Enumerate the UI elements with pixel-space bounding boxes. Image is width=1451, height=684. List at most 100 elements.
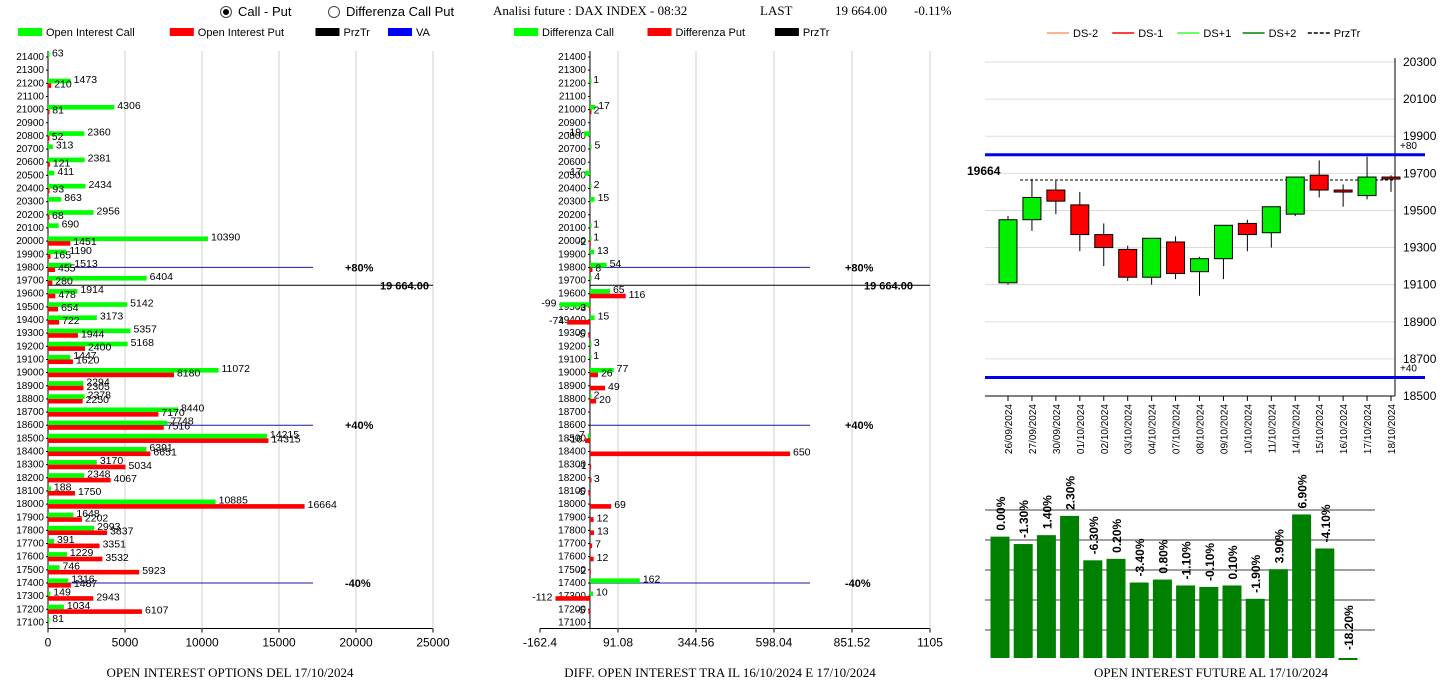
strike-label: 18500 [16,433,44,444]
call-data-label: 14215 [270,429,299,441]
put-data-label: 93 [52,184,64,196]
call-data-label: 2360 [87,126,111,138]
call-bar [48,552,67,557]
oi-future-bar [1060,515,1080,658]
oi-future-label: -18.20% [1342,605,1356,650]
call-data-label: -99 [541,297,556,309]
put-bar [48,293,56,299]
date-label: 08/10/2024 [1196,404,1207,454]
put-bar [48,254,51,259]
strike-label: 18900 [16,381,44,392]
strike-label: 20500 [558,170,586,181]
call-bar [48,197,62,202]
strike-label: 21300 [558,65,586,76]
y-tick-label: 19700 [1403,166,1437,180]
put-bar [48,306,59,312]
x-tick-label: 851.52 [834,635,871,649]
strike-label: 21000 [558,105,586,116]
strike-label: 18600 [16,420,44,431]
legend-label: PrzTr [803,27,830,39]
candle-body [1285,176,1305,215]
strike-label: 21100 [559,91,587,102]
put-data-label: -1 [577,460,586,472]
date-label: 18/10/2024 [1387,404,1398,454]
oi-future-bar [1199,586,1219,658]
top-bar: Call - Put Differenza Call Put Analisi f… [0,0,1451,24]
radio-unselected-icon[interactable] [328,5,340,18]
candle-body [1142,237,1162,278]
call-bar [48,604,64,610]
date-label: 07/10/2024 [1172,404,1183,454]
call-data-label: 4306 [117,100,141,112]
radio-call-put[interactable]: Call - Put [220,4,291,19]
put-data-label: 12 [597,552,609,564]
call-data-label: 1513 [74,258,98,270]
put-data-label: -5 [576,328,585,340]
y-tick-label: 18500 [1403,389,1437,403]
strike-label: 20200 [558,210,586,221]
strike-label: 17200 [16,604,44,615]
legend-swatch [18,28,42,36]
call-data-label: 2378 [88,389,112,401]
strike-label: 21100 [17,91,45,102]
put-bar [48,609,143,614]
y-tick-label: 19500 [1403,203,1437,217]
date-label: 15/10/2024 [1315,404,1326,454]
radio-diff[interactable]: Differenza Call Put [328,4,454,19]
call-bar [48,565,60,570]
call-bar [589,262,607,268]
put-bar [48,320,60,325]
date-label: 10/10/2024 [1243,404,1254,454]
oi-future-bar [1129,582,1149,658]
put-bar [567,320,590,325]
strike-label: 21200 [16,78,44,89]
strike-label: 21300 [16,65,44,76]
call-data-label: 4 [594,271,600,283]
call-bar [48,433,267,439]
date-label: 04/10/2024 [1148,404,1159,454]
strike-label: 19600 [16,289,44,300]
legend-label: PrzTr [344,27,371,39]
strike-label: 19000 [16,368,44,379]
call-bar [589,105,596,110]
strike-label: 20300 [558,197,586,208]
call-bar [48,617,50,623]
oi-future-label: -0.10% [1203,543,1217,581]
chart-title: DIFF. OPEN INTEREST TRA IL 16/10/2024 E … [564,665,876,680]
oi-future-bar [1222,585,1242,658]
call-bar [589,289,610,294]
put-bar [48,359,73,365]
strike-label: 17800 [558,525,586,536]
put-data-label: -16 [567,433,582,445]
x-tick-label: 5000 [112,635,139,649]
strike-label: 18000 [16,499,44,510]
put-bar [589,306,591,312]
call-bar [48,407,178,413]
price-label: 19664 [967,164,1001,178]
price-line-label: 19 664.00 [380,280,429,292]
put-data-label: 52 [52,131,64,143]
call-data-label: 188 [54,481,72,493]
call-data-label: 10 [596,587,608,599]
put-data-label: 116 [629,289,646,301]
call-data-label: 63 [52,48,64,60]
put-bar [48,241,71,246]
put-bar [589,556,594,562]
radio-selected-icon[interactable] [220,5,232,18]
y-tick-label: 19100 [1403,278,1437,292]
put-bar [48,135,50,141]
call-bar [48,525,95,531]
call-bar [48,328,131,334]
put-bar [588,609,590,614]
oi-future-label: -1.10% [1180,541,1194,579]
call-data-label: 13 [597,245,609,257]
strike-label: 18100 [16,486,44,497]
strike-label: 17200 [558,604,586,615]
put-data-label: 4067 [114,473,138,485]
call-bar [48,275,147,281]
candle-body [1237,222,1257,236]
date-label: 26/09/2024 [1004,404,1015,454]
put-data-label: 8180 [177,368,201,380]
put-data-label: -112 [532,591,552,603]
legend-swatch [774,28,799,36]
